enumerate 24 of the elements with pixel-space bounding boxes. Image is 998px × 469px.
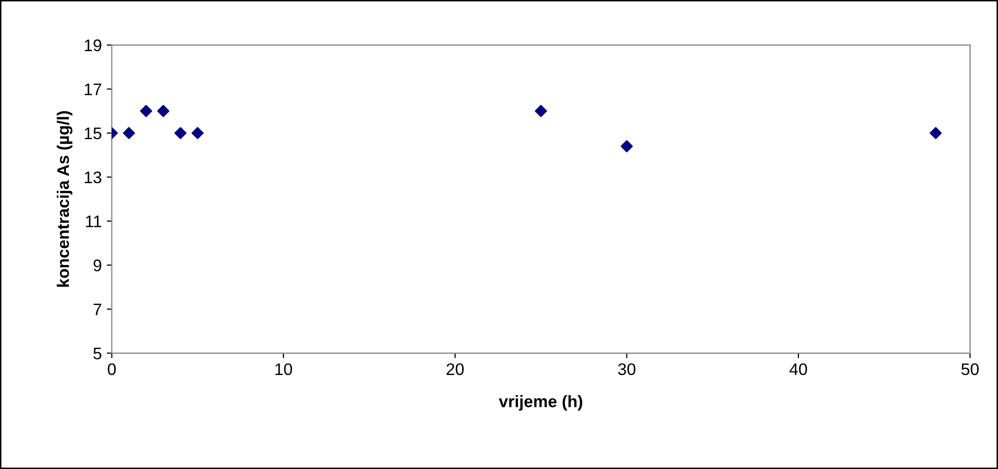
point	[534, 104, 547, 118]
y-tick-label: 13	[84, 171, 102, 184]
point	[174, 126, 187, 140]
point	[157, 104, 170, 118]
x-tick-label: 50	[961, 363, 979, 376]
y-tick-label: 15	[84, 128, 102, 140]
x-axis-title: vrijeme (h)	[498, 395, 582, 411]
y-tick-label: 11	[86, 216, 102, 228]
y-tick-label: 5	[93, 348, 102, 360]
x-tick-label: 0	[108, 363, 116, 376]
y-tick-label: 7	[94, 304, 102, 316]
y-tick-label: 17	[84, 84, 102, 96]
x-tick-label: 20	[446, 363, 464, 376]
point	[192, 126, 204, 140]
point	[140, 104, 152, 118]
y-tick-label: 19	[84, 39, 102, 52]
x-tick-label: 10	[275, 363, 292, 376]
x-tick-label: 30	[618, 363, 636, 376]
point	[930, 126, 942, 140]
y-tick-label: 9	[94, 260, 102, 272]
y-axis-title: koncentracija As (µg/l)	[56, 111, 72, 287]
point	[122, 126, 136, 140]
point	[620, 140, 633, 152]
x-tick-label: 40	[790, 363, 808, 376]
